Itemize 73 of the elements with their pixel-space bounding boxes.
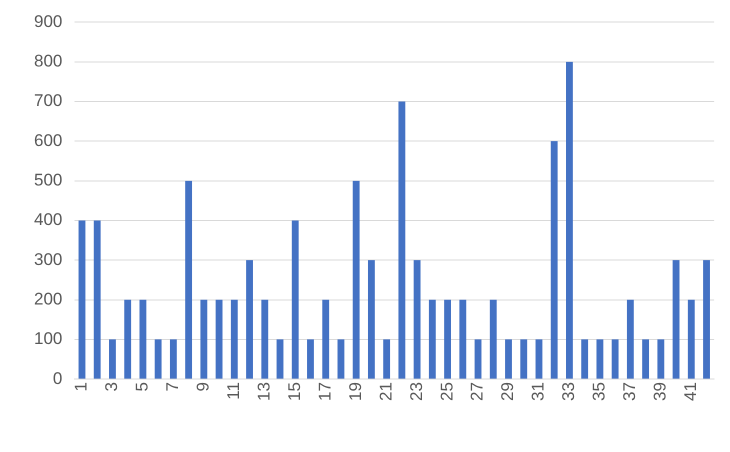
x-tick-label: 23 <box>406 382 426 402</box>
bar <box>352 180 360 379</box>
bar <box>703 260 710 379</box>
x-tick-label: 13 <box>254 382 274 402</box>
x-tick-label: 21 <box>376 382 396 402</box>
bar <box>200 300 208 379</box>
bar <box>78 220 86 379</box>
bar <box>246 260 253 379</box>
x-tick-label: 9 <box>194 382 213 392</box>
bar <box>276 339 284 379</box>
x-tick-label: 1 <box>72 382 91 392</box>
x-tick-label: 5 <box>132 382 152 392</box>
bar <box>566 62 573 379</box>
x-tick-label: 19 <box>346 382 365 402</box>
bar <box>612 339 619 379</box>
bar <box>185 180 192 379</box>
bar <box>94 220 101 379</box>
bar <box>307 339 314 379</box>
bar <box>322 300 330 379</box>
bar <box>414 260 421 379</box>
bar <box>261 300 268 379</box>
bar <box>398 102 406 379</box>
y-tick-label: 100 <box>34 329 62 348</box>
bar <box>550 141 558 379</box>
x-tick-label: 7 <box>163 382 182 392</box>
bar <box>581 339 588 379</box>
bar <box>154 339 162 379</box>
x-tick-label: 39 <box>650 382 670 402</box>
x-tick-label: 11 <box>224 382 243 400</box>
bar <box>520 339 528 379</box>
bar <box>216 300 223 379</box>
y-tick-label: 700 <box>34 91 62 110</box>
bar <box>230 300 238 379</box>
y-tick-label: 900 <box>34 12 62 31</box>
bar <box>428 300 436 379</box>
y-tick-label: 400 <box>34 210 62 230</box>
y-tick-label: 0 <box>52 368 62 388</box>
bar <box>444 300 451 379</box>
x-tick-label: 29 <box>498 382 518 402</box>
bar <box>139 300 146 379</box>
bar <box>124 300 132 379</box>
bar <box>109 339 116 379</box>
bar <box>383 339 390 379</box>
bar <box>626 300 634 379</box>
bar <box>459 300 466 379</box>
x-tick-label: 25 <box>437 382 456 402</box>
y-tick-label: 200 <box>34 289 62 308</box>
bar <box>642 339 650 379</box>
y-tick-label: 500 <box>34 170 62 190</box>
bar <box>474 339 482 379</box>
bar <box>292 220 299 379</box>
bar <box>688 300 695 379</box>
bar <box>170 339 177 379</box>
bar <box>536 339 542 379</box>
x-tick-label: 15 <box>284 382 304 402</box>
bar <box>657 339 664 379</box>
x-tick-label: 41 <box>680 382 700 402</box>
x-tick-label: 27 <box>468 382 487 402</box>
bar <box>490 300 497 379</box>
y-tick-label: 800 <box>34 52 62 71</box>
x-tick-label: 35 <box>590 382 609 402</box>
x-tick-label: 37 <box>620 382 640 402</box>
y-tick-label: 300 <box>34 250 62 269</box>
bar <box>368 260 375 379</box>
x-tick-label: 33 <box>559 382 578 402</box>
bar <box>338 339 344 379</box>
x-tick-label: 31 <box>528 382 548 402</box>
y-tick-label: 600 <box>34 130 62 150</box>
x-tick-label: 17 <box>315 382 334 402</box>
bar <box>672 260 680 379</box>
x-tick-label: 3 <box>102 382 122 392</box>
bar <box>596 339 604 379</box>
bar <box>505 339 512 379</box>
